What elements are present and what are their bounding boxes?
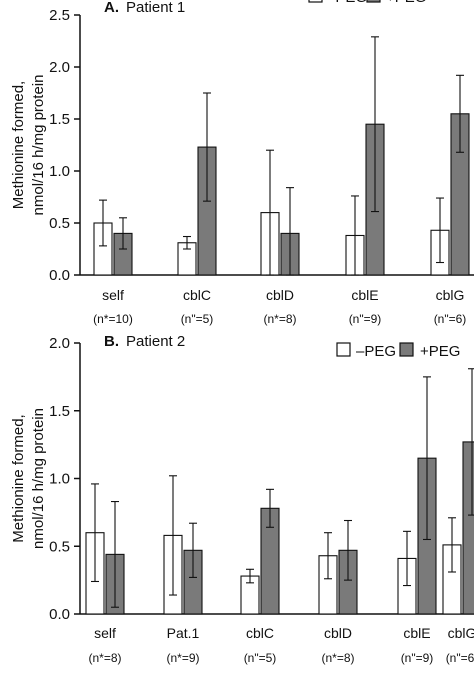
x-category-label: cblC [183,287,211,303]
y-tick-label: 1.0 [49,163,70,180]
chart-title-letter: B. [104,333,119,350]
chart-title: Patient 1 [126,0,185,16]
x-sample-size-label: (n*=8) [321,651,354,665]
x-category-label: cblC [246,625,274,641]
x-sample-size-label: (n"=6) [446,651,474,665]
y-axis-label: nmol/16 h/mg protein [30,408,47,549]
legend-label-minus-peg: –PEG [356,343,396,360]
x-sample-size-label: (n"=6) [434,312,467,326]
y-axis-label: nmol/16 h/mg protein [30,75,47,216]
y-tick-label: 0.5 [49,215,70,232]
y-axis-label: Methionine formed, [10,81,27,209]
x-sample-size-label: (n"=9) [401,651,434,665]
x-sample-size-label: (n*=9) [166,651,199,665]
x-category-label: self [94,625,116,641]
legend-label-minus-peg: –PEG [327,0,367,6]
y-tick-label: 0.0 [49,267,70,284]
y-tick-label: 0.5 [49,538,70,555]
y-tick-label: 0.0 [49,606,70,623]
chart-title-letter: A. [104,0,119,16]
x-category-label: cblG [448,625,474,641]
chart-title: Patient 2 [126,333,185,350]
x-category-label: cblD [324,625,352,641]
y-tick-label: 2.5 [49,7,70,24]
x-sample-size-label: (n*=8) [88,651,121,665]
y-tick-label: 2.0 [49,335,70,352]
x-sample-size-label: (n"=5) [244,651,277,665]
x-sample-size-label: (n"=9) [349,312,382,326]
x-sample-size-label: (n*=8) [263,312,296,326]
y-tick-label: 1.0 [49,471,70,488]
legend-label-plus-peg: +PEG [420,343,460,360]
legend-swatch-minus-peg [336,342,351,357]
x-category-label: cblE [351,287,378,303]
legend-label-plus-peg: +PEG [386,0,426,6]
x-category-label: self [102,287,124,303]
x-category-label: cblG [436,287,465,303]
legend-swatch-plus-peg [399,342,414,357]
legend-swatch-minus-peg [308,0,323,3]
y-tick-label: 1.5 [49,403,70,420]
chart-panel-a: 0.0 0.5 1.0 1.5 2.0 2.5 Methionine formed, nmol… [10,0,474,326]
legend-swatch-plus-peg [366,0,381,3]
x-sample-size-label: (n"=5) [181,312,214,326]
x-category-label: cblE [403,625,430,641]
chart-panel-b: 0.0 0.5 1.0 1.5 2.0 Methionine formed, nmol/16… [10,333,474,665]
y-tick-label: 1.5 [49,111,70,128]
x-sample-size-label: (n*=10) [93,312,133,326]
x-category-label: cblD [266,287,294,303]
x-category-label: Pat.1 [167,625,200,641]
y-axis-label: Methionine formed, [10,414,27,542]
y-tick-label: 2.0 [49,59,70,76]
